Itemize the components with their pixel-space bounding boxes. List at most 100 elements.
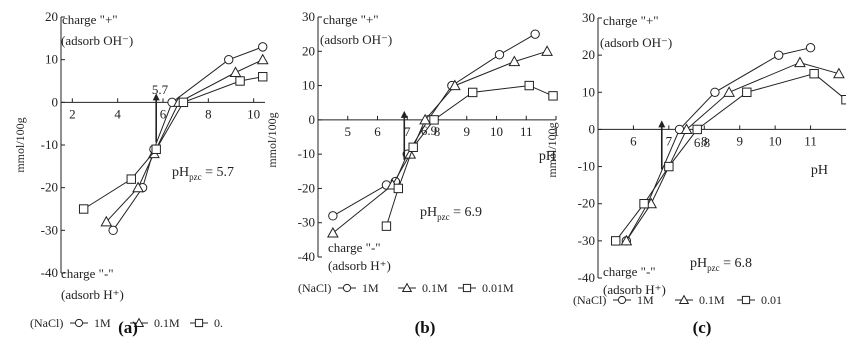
legend-marker bbox=[74, 318, 84, 328]
data-point bbox=[524, 80, 534, 91]
data-point bbox=[132, 181, 144, 193]
legend-prefix: (NaCl) bbox=[573, 293, 606, 307]
legend-marker bbox=[194, 318, 204, 328]
data-point bbox=[256, 53, 269, 65]
series-group bbox=[326, 29, 558, 238]
legend-label: 0. bbox=[214, 316, 223, 330]
data-point bbox=[639, 199, 649, 209]
x-tick-label: 6 bbox=[160, 106, 167, 121]
x-tick-label: 6 bbox=[630, 133, 637, 148]
panel-label: (c) bbox=[693, 318, 712, 337]
y-tick-label: -20 bbox=[578, 196, 595, 211]
x-tick-label: 9 bbox=[464, 124, 471, 139]
y-tick-label: -40 bbox=[298, 249, 315, 264]
data-point bbox=[151, 144, 161, 154]
pzc-annotation: pHpzc = 6.9 bbox=[420, 205, 482, 222]
y-tick-label: 20 bbox=[45, 9, 58, 24]
legend-marker bbox=[741, 295, 751, 305]
charge-positive-note: (adsorb OH⁻) bbox=[320, 32, 392, 47]
series-line-0.01M bbox=[615, 73, 846, 242]
data-point bbox=[468, 87, 478, 98]
chart-panel-1: -40 -30 -20 -10 0 10 20 2 4 6 8 10 mmol/100g 5.7 pHpzc… bbox=[13, 9, 269, 337]
y-tick-label: 10 bbox=[582, 84, 595, 99]
y-axis-title: mmol/100g bbox=[545, 122, 559, 177]
y-tick-label: 10 bbox=[45, 52, 58, 67]
series-group bbox=[78, 42, 269, 236]
data-point bbox=[805, 43, 816, 53]
y-axis-title: mmol/100g bbox=[13, 117, 27, 172]
pzc-arrowhead bbox=[658, 120, 666, 128]
data-point bbox=[404, 148, 417, 159]
y-tick-label: -30 bbox=[298, 215, 315, 230]
data-point bbox=[494, 50, 505, 60]
charge-positive-label: charge "+" bbox=[323, 12, 379, 27]
data-point bbox=[126, 174, 136, 184]
series-line-0.01M bbox=[83, 76, 263, 210]
data-point bbox=[381, 221, 392, 231]
data-point bbox=[429, 115, 439, 125]
legend-marker bbox=[678, 294, 690, 304]
series-line-0.1M bbox=[332, 50, 548, 234]
y-tick-label: -10 bbox=[298, 146, 315, 161]
x-tick-label: 1 bbox=[553, 124, 560, 139]
y-tick-label: 10 bbox=[302, 78, 315, 93]
legend-label: 0.01 bbox=[761, 293, 782, 307]
y-tick-label: -10 bbox=[578, 159, 595, 174]
x-tick-label: 11 bbox=[520, 124, 533, 139]
data-point bbox=[235, 76, 245, 86]
legend-marker bbox=[342, 283, 352, 293]
charge-negative-label: charge "-" bbox=[603, 264, 656, 279]
charge-negative-label: charge "-" bbox=[328, 240, 381, 255]
series-line-0.1M bbox=[105, 59, 263, 223]
charge-negative-note: (adsorb H⁺) bbox=[328, 258, 391, 273]
pzc-annotation: pHpzc = 6.8 bbox=[690, 256, 752, 273]
data-point bbox=[773, 50, 784, 60]
data-point bbox=[258, 42, 268, 52]
y-tick-label: -30 bbox=[41, 222, 58, 237]
y-tick-label: -20 bbox=[41, 180, 58, 195]
legend-label: 0.1M bbox=[699, 293, 725, 307]
pzc-tick-label: 6.8 bbox=[694, 135, 710, 150]
data-point bbox=[419, 113, 431, 125]
data-point bbox=[620, 234, 633, 246]
pzc-annotation: pHpzc = 5.7 bbox=[172, 165, 234, 182]
y-tick-label: -20 bbox=[298, 180, 315, 195]
data-point bbox=[611, 236, 621, 246]
x-tick-label: 6 bbox=[374, 124, 381, 139]
data-point bbox=[841, 95, 846, 105]
y-tick-label: 30 bbox=[582, 10, 595, 25]
x-tick-label: 5 bbox=[345, 124, 352, 139]
legend-label: 0.1M bbox=[422, 281, 448, 295]
series-line-0.1M bbox=[625, 62, 840, 242]
x-tick-label: 11 bbox=[804, 133, 817, 148]
charge-positive-label: charge "+" bbox=[62, 12, 118, 27]
x-tick-label: 8 bbox=[434, 124, 441, 139]
data-point bbox=[664, 161, 674, 172]
x-tick-label: 4 bbox=[114, 106, 121, 121]
data-point bbox=[229, 66, 242, 77]
series-group bbox=[611, 43, 846, 246]
data-point bbox=[448, 79, 461, 91]
x-tick-label: 2 bbox=[69, 106, 76, 121]
data-point bbox=[393, 183, 404, 194]
legend: (NaCl) 1M 0.1M 0.01 bbox=[573, 293, 782, 307]
x-tick-label: 8 bbox=[701, 133, 708, 148]
x-axis-title: pH bbox=[811, 163, 828, 178]
legend-prefix: (NaCl) bbox=[30, 316, 63, 330]
data-point bbox=[809, 69, 819, 79]
y-tick-label: 20 bbox=[582, 47, 595, 62]
series-line-1M bbox=[625, 47, 811, 242]
x-tick-label: 7 bbox=[666, 133, 673, 148]
data-point bbox=[530, 29, 540, 39]
data-point bbox=[224, 54, 234, 65]
data-point bbox=[326, 226, 339, 238]
y-tick-label: 0 bbox=[309, 112, 316, 127]
charge-positive-note: (adsorb OH⁻) bbox=[600, 35, 672, 50]
chart-panel-3: -40 -30 -20 -10 0 10 20 30 6 7 8 9 10 11 mmol/100g pH 6.… bbox=[545, 10, 846, 337]
data-point bbox=[100, 215, 113, 227]
y-tick-label: 30 bbox=[302, 9, 315, 24]
x-axis-title: pH bbox=[539, 149, 556, 164]
y-tick-label: -30 bbox=[578, 233, 595, 248]
